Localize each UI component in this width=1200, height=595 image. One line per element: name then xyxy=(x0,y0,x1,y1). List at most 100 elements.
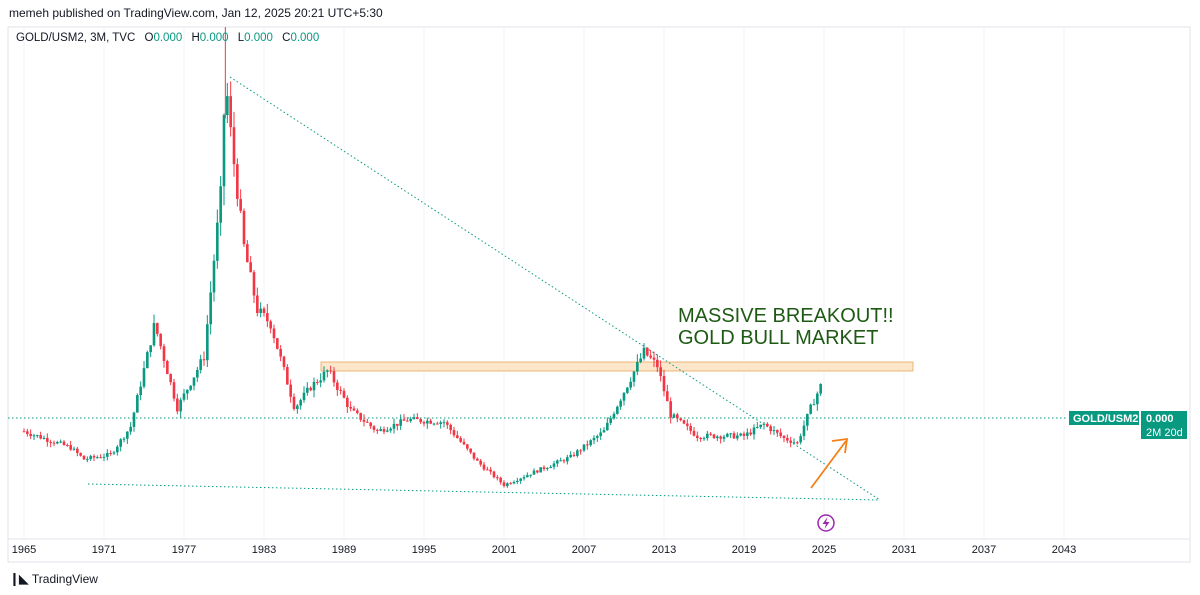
candle xyxy=(572,452,576,458)
candle-body xyxy=(752,427,756,435)
candle-body xyxy=(152,323,156,346)
candle-body xyxy=(126,431,129,439)
candle-body xyxy=(282,356,286,368)
candle xyxy=(282,355,286,371)
candle xyxy=(102,453,106,462)
candle-body xyxy=(446,422,449,425)
candle-body xyxy=(76,448,79,453)
descending-trendline[interactable] xyxy=(229,76,881,501)
candle xyxy=(249,255,252,273)
candle-body xyxy=(456,435,459,439)
candle-body xyxy=(172,382,176,399)
candle-body xyxy=(82,455,86,460)
candle xyxy=(302,386,306,403)
bullish-arrow[interactable] xyxy=(810,440,847,489)
candle xyxy=(272,324,276,344)
candle-body xyxy=(602,430,606,433)
candle-body xyxy=(532,470,536,475)
candle xyxy=(392,418,396,434)
candle xyxy=(739,432,742,437)
candle-body xyxy=(756,427,759,429)
candle xyxy=(382,426,386,435)
resistance-zone[interactable] xyxy=(320,361,914,372)
candle-body xyxy=(582,444,586,451)
candle-body xyxy=(712,434,716,439)
candle-body xyxy=(349,407,352,409)
candle xyxy=(769,424,772,435)
x-tick-label: 2043 xyxy=(1052,544,1076,556)
time-axis-labels: 1965 1971 1977 1983 1989 1995 2001 2007 2013 2019… xyxy=(12,544,1076,556)
candle-body xyxy=(146,352,149,369)
bullish-arrow-head xyxy=(831,437,849,454)
candle-body xyxy=(786,437,789,441)
candle-body xyxy=(49,441,52,443)
candle-body xyxy=(652,357,656,360)
candle xyxy=(402,414,406,421)
candle xyxy=(472,452,476,461)
candle xyxy=(726,432,729,438)
annotation-line-2[interactable]: GOLD BULL MARKET xyxy=(678,327,878,349)
candle xyxy=(466,443,469,451)
candle-body xyxy=(249,262,252,273)
candle xyxy=(72,446,76,451)
candle-body xyxy=(586,444,589,446)
candle xyxy=(479,459,482,467)
candle-body xyxy=(96,457,99,459)
candle-body xyxy=(659,367,662,377)
legend-close-value: 0.000 xyxy=(290,32,320,44)
tradingview-logo[interactable]: ❙◣ TradingView xyxy=(9,571,98,587)
candle-body xyxy=(366,421,369,423)
candle xyxy=(792,438,796,445)
candle-body xyxy=(806,413,809,426)
candle xyxy=(116,444,119,456)
candle xyxy=(799,433,802,445)
candle-body xyxy=(106,453,109,457)
candle xyxy=(386,427,389,433)
candle xyxy=(299,398,302,410)
candle-body xyxy=(109,453,112,455)
candle-body xyxy=(739,433,742,436)
candle xyxy=(132,411,136,432)
support-trendline[interactable] xyxy=(87,483,881,501)
candle-body xyxy=(569,454,572,458)
candle xyxy=(819,383,822,396)
candle xyxy=(462,438,466,446)
candle xyxy=(432,422,436,426)
candle xyxy=(749,428,752,436)
candle-body xyxy=(686,423,689,427)
candle xyxy=(352,405,356,411)
candle xyxy=(156,322,159,337)
candle-body xyxy=(169,374,172,383)
candle xyxy=(262,306,266,317)
candle-body xyxy=(669,401,672,418)
candle-body xyxy=(642,347,646,359)
candle-body xyxy=(72,448,76,450)
candle xyxy=(356,408,359,415)
lightning-icon[interactable] xyxy=(817,514,835,532)
candle xyxy=(639,353,642,364)
candle-body xyxy=(556,460,559,464)
candle xyxy=(776,429,779,437)
x-tick-label: 1995 xyxy=(412,544,436,556)
annotation-line-1[interactable]: MASSIVE BREAKOUT!! xyxy=(678,305,894,327)
candle-body xyxy=(802,425,806,437)
candle-body xyxy=(166,361,169,375)
candle xyxy=(642,343,646,361)
candle-body xyxy=(789,440,792,443)
legend-high-value: 0.000 xyxy=(199,32,229,44)
candle xyxy=(586,440,589,450)
candle-body xyxy=(819,383,822,394)
candle-body xyxy=(462,441,466,445)
candle xyxy=(266,303,269,328)
candle xyxy=(222,113,226,206)
candle-body xyxy=(122,438,126,440)
candle xyxy=(492,470,496,479)
candle xyxy=(172,378,176,402)
candle-body xyxy=(252,272,256,296)
candle xyxy=(126,431,129,444)
candle xyxy=(216,209,219,269)
candle xyxy=(779,428,782,439)
candle xyxy=(89,454,92,461)
candle xyxy=(329,365,332,374)
